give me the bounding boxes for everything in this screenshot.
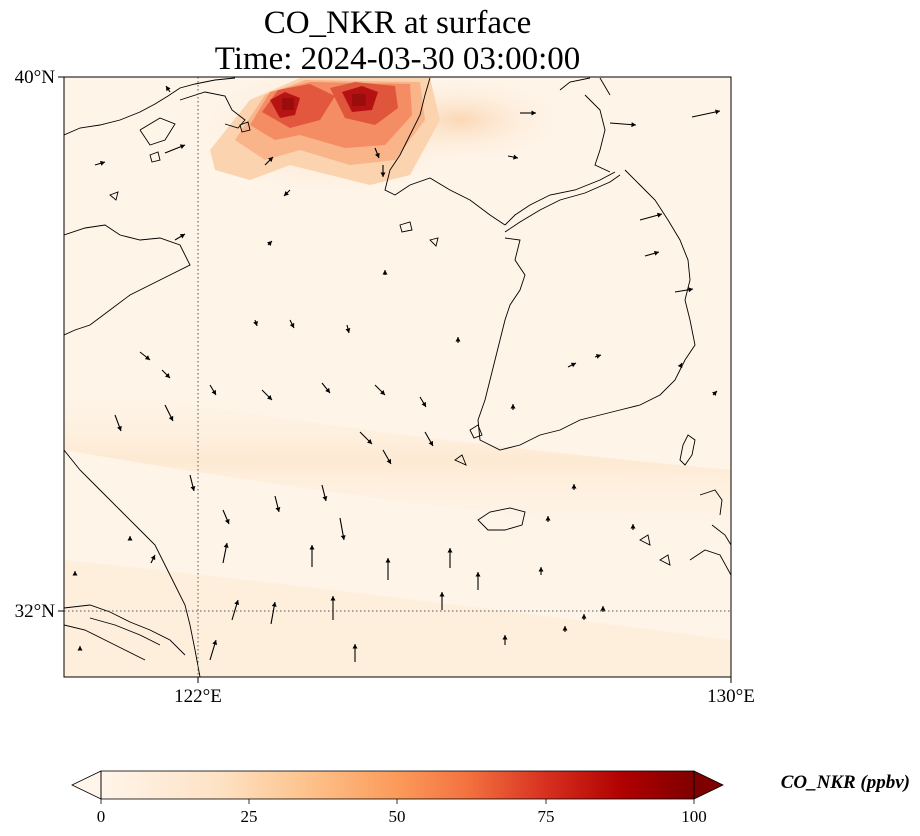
wind-arrow-head	[340, 535, 346, 540]
wind-arrow-head	[352, 644, 358, 649]
coastlines	[64, 77, 731, 677]
co-plume	[210, 78, 440, 185]
wind-arrow-head	[275, 507, 281, 512]
wind-arrow-head	[345, 328, 351, 333]
colorbar-extend-max	[693, 770, 724, 800]
wind-arrow-head	[330, 596, 336, 601]
wind-arrow-head	[179, 144, 185, 149]
wind-arrow-head	[268, 157, 273, 162]
colorbar-label: CO_NKR (ppbv)	[781, 772, 910, 793]
wind-arrow-head	[421, 401, 426, 407]
colorbar-tick-50: 50	[389, 807, 406, 826]
wind-arrow-head	[513, 154, 518, 160]
wind-arrow-head	[325, 387, 330, 393]
wind-arrow-head	[380, 390, 385, 395]
wind-arrow-head	[367, 439, 372, 444]
axis-ticks	[58, 76, 732, 683]
wind-arrow-head	[380, 172, 386, 177]
wind-arrow-head	[289, 322, 295, 328]
colorbar-tick-0: 0	[97, 807, 106, 826]
wind-arrow-head	[99, 160, 105, 166]
wind-arrow-head	[375, 152, 380, 158]
wind-arrow-head	[212, 640, 218, 646]
wind-arrow-head	[77, 646, 83, 651]
wind-arrow	[691, 110, 721, 118]
wind-arrow-head	[510, 404, 516, 409]
wind-arrow-head	[715, 109, 720, 115]
wind-arrow-head	[284, 191, 289, 196]
colorbar-tick-25: 25	[241, 807, 258, 826]
colorbar-gradient	[101, 771, 694, 799]
lat-tick-40: 40°N	[15, 67, 56, 88]
wind-arrow-head	[386, 458, 391, 464]
wind-arrow-head	[168, 415, 174, 421]
map-title-line1: CO_NKR at surface	[263, 5, 532, 41]
wind-arrow-head	[309, 545, 315, 550]
wind-arrow-head	[150, 555, 156, 561]
colorbar-tick-75: 75	[538, 807, 555, 826]
wind-arrow-head	[631, 122, 636, 128]
wind-arrow-head	[502, 635, 508, 640]
wind-arrow-head	[657, 212, 662, 218]
wind-arrow-head	[165, 373, 170, 378]
wind-arrow-head	[447, 548, 453, 553]
wind-arrow-head	[439, 592, 445, 597]
wind-arrow-head	[267, 395, 272, 400]
wind-arrow-head	[166, 86, 171, 92]
wind-arrow-head	[322, 496, 328, 501]
wind-arrow-head	[234, 600, 240, 606]
colorbar: 0 25 50 75 100 CO_NKR (ppbv)	[71, 770, 910, 826]
colorbar-extend-min	[71, 770, 102, 800]
wind-arrow-head	[127, 536, 133, 541]
concentration-field	[64, 77, 731, 677]
wind-arrow-head	[712, 391, 717, 396]
gridlines	[64, 77, 731, 677]
wind-arrow-head	[72, 571, 78, 576]
wind-arrow-head	[600, 606, 606, 611]
lon-tick-130: 130°E	[707, 686, 755, 707]
wind-arrow-head	[144, 355, 150, 360]
wind-arrow-head	[190, 486, 196, 491]
map-frame	[63, 76, 732, 678]
wind-arrow-head	[385, 558, 391, 563]
wind-arrow-head	[538, 567, 544, 572]
map-title-line2: Time: 2024-03-30 03:00:00	[214, 41, 581, 77]
colorbar-tick-100: 100	[681, 807, 707, 826]
wind-arrow-head	[211, 389, 216, 395]
wind-arrow-head	[455, 337, 461, 342]
wind-arrow-head	[630, 524, 636, 529]
wind-arrow-head	[531, 110, 536, 116]
lon-tick-122: 122°E	[174, 686, 222, 707]
wind-arrow-head	[571, 484, 577, 489]
wind-arrow-head	[179, 234, 185, 239]
wind-arrow-head	[253, 320, 258, 326]
wind-arrow-head	[267, 241, 272, 246]
lat-tick-32: 32°N	[15, 601, 56, 622]
wind-arrow-head	[224, 518, 230, 524]
wind-arrow-head	[428, 440, 433, 446]
wind-arrow-head	[653, 250, 659, 256]
wind-arrow-head	[475, 572, 481, 577]
wind-arrow-head	[117, 425, 122, 431]
wind-arrow-head	[382, 270, 388, 275]
wind-arrow-head	[688, 287, 693, 293]
wind-vectors	[72, 85, 721, 662]
wind-arrow-head	[271, 602, 277, 607]
wind-arrow-head	[223, 543, 229, 548]
wind-arrow-head	[570, 362, 576, 368]
wind-arrow-head	[677, 363, 683, 369]
wind-arrow-head	[562, 626, 568, 631]
wind-arrow-head	[581, 614, 587, 619]
wind-arrow-head	[595, 354, 601, 359]
wind-arrow-head	[545, 516, 551, 521]
